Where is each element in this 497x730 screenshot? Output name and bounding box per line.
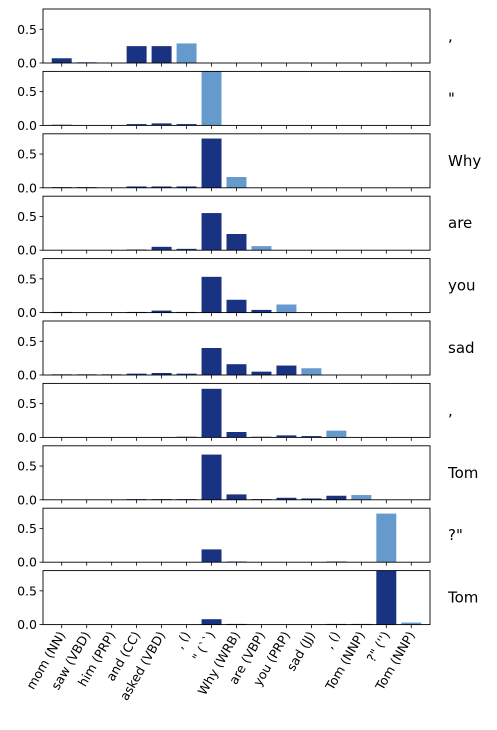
y-tick-label: 0.5 [17, 84, 37, 99]
bar [126, 124, 147, 126]
y-tick-label: 0.0 [17, 305, 37, 320]
bar [251, 309, 272, 313]
bar [201, 388, 222, 438]
y-tick-label: 0.0 [17, 617, 37, 632]
bar [276, 435, 297, 438]
attention-panel: 0.0 0.5 , [17, 382, 453, 445]
attention-panel: 0.0 0.5 ?" [17, 507, 463, 570]
bar [301, 436, 322, 438]
axes-frame [42, 445, 431, 501]
bar [201, 276, 222, 313]
attention-panel: 0.0 0.5 " [17, 70, 455, 133]
bar [301, 498, 322, 500]
token-label: are [448, 214, 472, 232]
bar [326, 495, 347, 500]
axes-frame [42, 382, 431, 438]
bar-current-token [351, 495, 372, 500]
attention-panel: 0.0 0.5 Tom [17, 570, 478, 632]
bar [201, 619, 222, 625]
y-tick-label: 0.5 [17, 521, 37, 536]
bar-current-token [276, 304, 297, 313]
bar [151, 46, 172, 64]
y-tick-label: 0.5 [17, 334, 37, 349]
x-tick-label: , () [321, 629, 343, 652]
bar [51, 58, 72, 63]
bar [201, 348, 222, 375]
token-label: ?" [448, 526, 463, 544]
y-tick-label: 0.5 [17, 22, 37, 37]
bar [226, 234, 247, 251]
y-tick-label: 0.0 [17, 492, 37, 507]
bar-current-token [176, 43, 197, 63]
bar-current-token [326, 430, 347, 438]
bar [226, 364, 247, 375]
axes-frame [42, 70, 431, 126]
bar [226, 299, 247, 313]
axes-frame [42, 8, 431, 64]
bar [276, 497, 297, 500]
bar-current-token [301, 368, 322, 375]
y-tick-label: 0.5 [17, 147, 37, 162]
bar [201, 213, 222, 251]
bar [126, 373, 147, 375]
bar [176, 124, 197, 126]
bar [151, 123, 172, 126]
token-label: Tom [447, 589, 478, 607]
x-tick-label: , () [171, 629, 193, 652]
y-tick-label: 0.0 [17, 368, 37, 383]
bar [176, 186, 197, 188]
y-tick-label: 0.0 [17, 430, 37, 445]
token-label: , [448, 401, 453, 419]
attention-panel: 0.0 0.5 Why [17, 133, 481, 195]
token-label: , [448, 27, 453, 45]
bar [151, 310, 172, 313]
y-tick-label: 0.5 [17, 583, 37, 598]
y-tick-label: 0.0 [17, 555, 37, 570]
bar-current-token [251, 246, 272, 251]
bar [376, 570, 397, 625]
bar [176, 248, 197, 251]
bar [151, 246, 172, 251]
y-tick-label: 0.0 [17, 56, 37, 71]
bar [151, 372, 172, 375]
y-tick-label: 0.5 [17, 459, 37, 474]
bar [276, 365, 297, 375]
bar [126, 46, 147, 64]
bar [176, 373, 197, 375]
bar [226, 494, 247, 500]
token-label: Why [448, 152, 481, 170]
bar [151, 186, 172, 188]
y-tick-label: 0.0 [17, 243, 37, 258]
bar [251, 371, 272, 376]
token-label: Tom [447, 464, 478, 482]
axes-frame [42, 507, 431, 563]
y-tick-label: 0.0 [17, 118, 37, 133]
bar-current-token [401, 622, 422, 625]
bar [201, 138, 222, 188]
attention-panel: 0.0 0.5 are [17, 195, 472, 258]
bar [201, 454, 222, 500]
bar [126, 186, 147, 188]
y-tick-label: 0.5 [17, 396, 37, 411]
axes-frame [42, 570, 431, 626]
y-tick-label: 0.0 [17, 180, 37, 195]
y-tick-label: 0.5 [17, 209, 37, 224]
attention-panel: 0.0 0.5 sad [17, 320, 475, 383]
attention-panel: 0.0 0.5 , [17, 8, 453, 71]
token-label: you [448, 277, 476, 295]
token-label: " [448, 89, 455, 107]
token-label: sad [448, 339, 475, 357]
bar [201, 549, 222, 563]
attention-panel: 0.0 0.5 Tom [17, 445, 478, 507]
bar-current-token [376, 513, 397, 563]
attention-panel: 0.0 0.5 you [17, 258, 476, 320]
bar [226, 432, 247, 438]
bar-current-token [201, 71, 222, 126]
y-tick-label: 0.5 [17, 271, 37, 286]
bar-current-token [226, 177, 247, 188]
